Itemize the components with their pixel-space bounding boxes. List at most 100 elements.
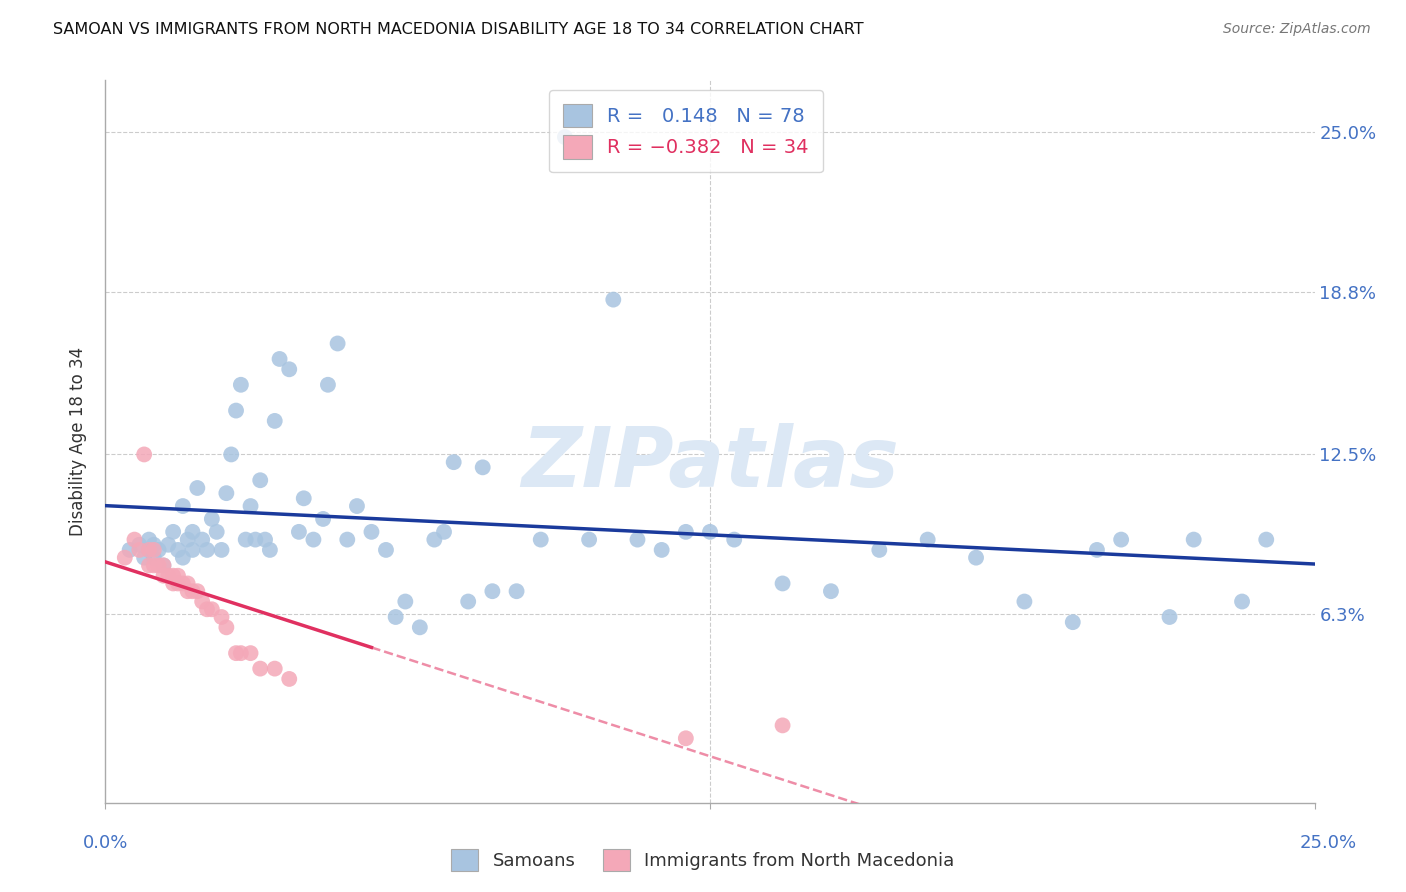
Point — [254, 533, 277, 547]
Point — [201, 512, 224, 526]
Point — [152, 558, 174, 573]
Point — [626, 533, 648, 547]
Point — [965, 550, 987, 565]
Point — [138, 542, 160, 557]
Point — [1085, 542, 1108, 557]
Point — [288, 524, 311, 539]
Text: Source: ZipAtlas.com: Source: ZipAtlas.com — [1223, 22, 1371, 37]
Point — [118, 542, 141, 557]
Point — [176, 576, 198, 591]
Point — [530, 533, 553, 547]
Point — [148, 558, 170, 573]
Point — [1159, 610, 1181, 624]
Point — [138, 558, 160, 573]
Point — [312, 512, 335, 526]
Point — [172, 550, 194, 565]
Point — [225, 646, 247, 660]
Point — [292, 491, 315, 506]
Point — [1062, 615, 1084, 630]
Point — [1182, 533, 1205, 547]
Point — [138, 542, 160, 557]
Point — [375, 542, 398, 557]
Point — [167, 542, 190, 557]
Point — [360, 524, 382, 539]
Point — [269, 351, 291, 366]
Point — [723, 533, 745, 547]
Point — [142, 538, 165, 552]
Point — [128, 542, 150, 557]
Legend: Samoans, Immigrants from North Macedonia: Samoans, Immigrants from North Macedonia — [444, 842, 962, 879]
Point — [172, 499, 194, 513]
Point — [138, 533, 160, 547]
Point — [481, 584, 503, 599]
Point — [326, 336, 349, 351]
Point — [505, 584, 527, 599]
Point — [211, 610, 233, 624]
Point — [176, 584, 198, 599]
Point — [249, 662, 271, 676]
Point — [167, 568, 190, 582]
Point — [772, 718, 794, 732]
Point — [316, 377, 339, 392]
Point — [148, 542, 170, 557]
Point — [167, 576, 190, 591]
Point — [235, 533, 257, 547]
Point — [433, 524, 456, 539]
Point — [152, 558, 174, 573]
Point — [211, 542, 233, 557]
Point — [554, 130, 576, 145]
Point — [195, 542, 218, 557]
Point — [124, 533, 146, 547]
Point — [114, 550, 136, 565]
Point — [917, 533, 939, 547]
Point — [128, 538, 150, 552]
Point — [820, 584, 842, 599]
Point — [471, 460, 494, 475]
Point — [181, 584, 204, 599]
Text: 0.0%: 0.0% — [83, 834, 128, 852]
Point — [346, 499, 368, 513]
Point — [259, 542, 281, 557]
Point — [578, 533, 600, 547]
Point — [215, 486, 238, 500]
Legend: R =   0.148   N = 78, R = −0.382   N = 34: R = 0.148 N = 78, R = −0.382 N = 34 — [550, 90, 823, 172]
Point — [215, 620, 238, 634]
Point — [249, 473, 271, 487]
Point — [302, 533, 325, 547]
Point — [229, 646, 252, 660]
Point — [1256, 533, 1278, 547]
Text: ZIPatlas: ZIPatlas — [522, 423, 898, 504]
Point — [134, 447, 156, 461]
Point — [1109, 533, 1132, 547]
Point — [142, 542, 165, 557]
Point — [263, 414, 285, 428]
Point — [191, 533, 214, 547]
Point — [205, 524, 228, 539]
Point — [172, 576, 194, 591]
Point — [772, 576, 794, 591]
Point — [384, 610, 406, 624]
Point — [134, 550, 156, 565]
Point — [457, 594, 479, 608]
Point — [1014, 594, 1036, 608]
Point — [602, 293, 624, 307]
Point — [239, 646, 262, 660]
Point — [162, 524, 184, 539]
Point — [157, 538, 180, 552]
Point — [423, 533, 446, 547]
Point — [142, 558, 165, 573]
Text: SAMOAN VS IMMIGRANTS FROM NORTH MACEDONIA DISABILITY AGE 18 TO 34 CORRELATION CH: SAMOAN VS IMMIGRANTS FROM NORTH MACEDONI… — [53, 22, 865, 37]
Point — [675, 731, 697, 746]
Point — [162, 576, 184, 591]
Point — [278, 672, 301, 686]
Point — [181, 542, 204, 557]
Point — [675, 524, 697, 539]
Point — [195, 602, 218, 616]
Point — [157, 568, 180, 582]
Point — [176, 533, 198, 547]
Point — [651, 542, 673, 557]
Text: 25.0%: 25.0% — [1301, 834, 1357, 852]
Point — [336, 533, 359, 547]
Point — [152, 568, 174, 582]
Point — [699, 524, 721, 539]
